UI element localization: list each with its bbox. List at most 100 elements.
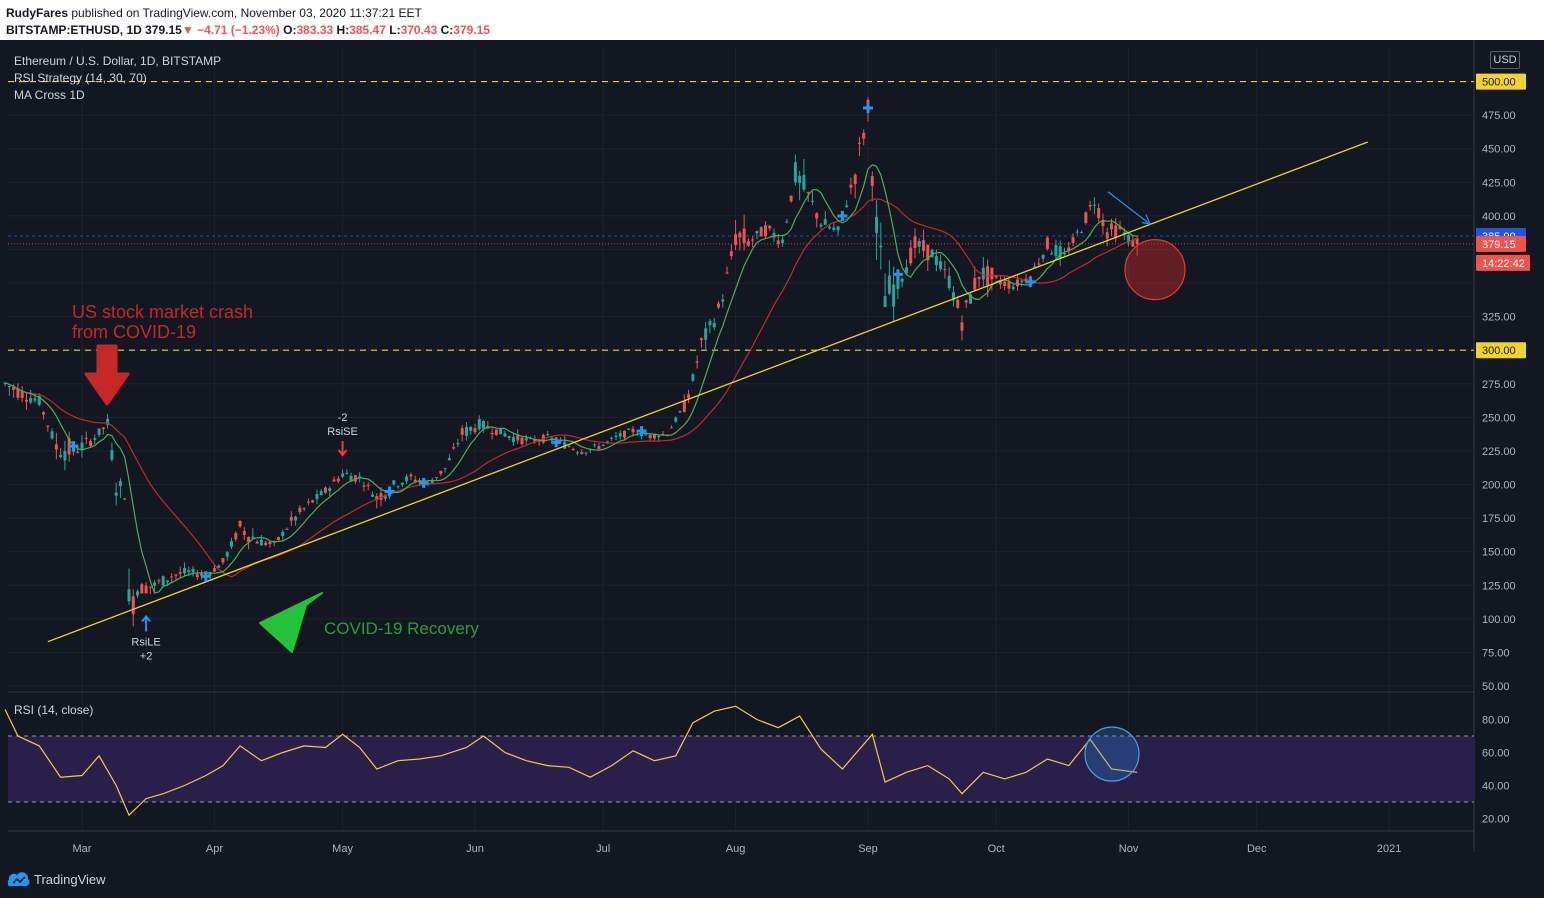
candle-body	[144, 585, 148, 594]
candle-body	[533, 439, 537, 443]
candle-body	[892, 284, 896, 307]
rsi-axis[interactable]: 20.00 40.00 60.00 80.00	[1482, 714, 1510, 825]
candle-body	[721, 299, 725, 302]
candle-body	[255, 541, 259, 544]
price-label-bg	[1476, 235, 1526, 252]
candle-body	[285, 528, 289, 530]
candle-body	[311, 500, 315, 503]
candle-body	[746, 241, 750, 246]
y-axis[interactable]: 50.00 75.00 100.00 125.00 150.00 175.00 200.00…	[1482, 110, 1516, 693]
tradingview-brand[interactable]: TradingView	[34, 872, 106, 887]
candle-body	[725, 272, 729, 274]
symbol-label: BITSTAMP:ETHUSD, 1D	[6, 23, 142, 37]
candle-body	[234, 533, 238, 540]
candle-body	[631, 428, 635, 433]
candle-body	[682, 400, 686, 412]
ma-legend[interactable]: MA Cross 1D	[14, 88, 85, 102]
candle-body	[793, 162, 797, 183]
y-tick-label: 200.00	[1482, 480, 1516, 492]
candle-body	[776, 240, 780, 244]
chart-title[interactable]: Ethereum / U.S. Dollar, 1D, BITSTAMP	[14, 54, 222, 68]
candle-body	[601, 444, 605, 446]
candle-body	[315, 493, 319, 500]
candle-body	[264, 542, 268, 546]
annotations: RsiLE +2 RsiSE -2 US stock market crashfrom …	[68, 102, 1186, 663]
author-name[interactable]: RudyFares	[6, 6, 69, 20]
trendline-group[interactable]	[47, 141, 1369, 643]
candle-body	[238, 521, 242, 527]
candle-body	[1067, 247, 1071, 252]
candle-body	[913, 236, 917, 248]
candle-body	[605, 441, 609, 443]
candle-body	[97, 428, 101, 436]
candle-body	[452, 447, 456, 449]
candle-body	[593, 444, 597, 446]
candle-body	[345, 472, 349, 474]
candle-body	[862, 132, 866, 139]
candle-body	[627, 429, 631, 431]
candle-body	[131, 596, 135, 615]
candle-body	[887, 275, 891, 294]
candle-body	[815, 213, 819, 219]
support-trendline[interactable]	[47, 141, 1369, 643]
candle-body	[362, 485, 366, 487]
candle-body	[729, 251, 733, 257]
candle-body	[110, 450, 114, 460]
candle-body	[319, 491, 323, 496]
x-tick-label: Dec	[1247, 843, 1267, 855]
candle-body	[614, 435, 618, 437]
price-label-bg	[1476, 73, 1526, 90]
candle-body	[24, 399, 28, 402]
candle-body	[1088, 204, 1092, 207]
recovery-annotation: COVID-19 Recovery	[324, 619, 479, 638]
strategy-legend[interactable]: RSI Strategy (14, 30, 70)	[14, 71, 147, 85]
candle-body	[597, 446, 601, 449]
rsi-legend[interactable]: RSI (14, close)	[14, 703, 94, 717]
candle-body	[977, 276, 981, 279]
green-up-arrow-icon	[259, 592, 323, 653]
candle-body	[50, 431, 54, 439]
countdown-label: 14:22:42	[1482, 258, 1525, 270]
candle-body	[708, 320, 712, 326]
candle-body	[1003, 281, 1007, 286]
ma-cross-marker	[636, 426, 647, 437]
candle-body	[259, 539, 263, 546]
candle-body	[810, 200, 814, 202]
candle-body	[366, 485, 370, 487]
candle-body	[1033, 266, 1037, 268]
ma-cross-marker	[1025, 276, 1036, 287]
candle-body	[768, 225, 772, 229]
candle-body	[101, 427, 105, 430]
candle-body	[1084, 212, 1088, 223]
x-tick-label: Sep	[858, 843, 878, 855]
candle-body	[89, 441, 93, 447]
candle-body	[691, 374, 695, 381]
candle-body	[1011, 286, 1015, 290]
candle-body	[734, 234, 738, 245]
candle-body	[200, 573, 204, 576]
candle-body	[1045, 237, 1049, 249]
candle-body	[482, 421, 486, 429]
candle-body	[439, 470, 443, 474]
y-tick-label: 75.00	[1482, 647, 1510, 659]
publish-line: RudyFares published on TradingView.com, …	[6, 6, 422, 20]
candle-body	[742, 228, 746, 244]
last-price: 379.15	[145, 23, 182, 37]
currency-button[interactable]: USD	[1490, 51, 1520, 69]
price-chart[interactable]: Mar Apr May Jun Jul Aug Sep Oct Nov Dec 2021 50.00…	[0, 40, 1544, 862]
candle-body	[76, 451, 80, 453]
candle-body	[7, 386, 11, 388]
y-tick-label: 125.00	[1482, 580, 1516, 592]
candle-body	[738, 232, 742, 238]
arrowhead-icon	[1141, 214, 1151, 225]
candle-body	[195, 574, 199, 578]
candle-body	[806, 192, 810, 194]
candle-body	[930, 249, 934, 258]
ma-cross-marker	[551, 437, 562, 448]
y-tick-label: 325.00	[1482, 312, 1516, 324]
candle-body	[375, 495, 379, 500]
candle-body	[477, 419, 481, 430]
ma-cross-marker	[384, 486, 395, 497]
slow-ma-line	[4, 198, 1138, 578]
candle-body	[584, 452, 588, 454]
